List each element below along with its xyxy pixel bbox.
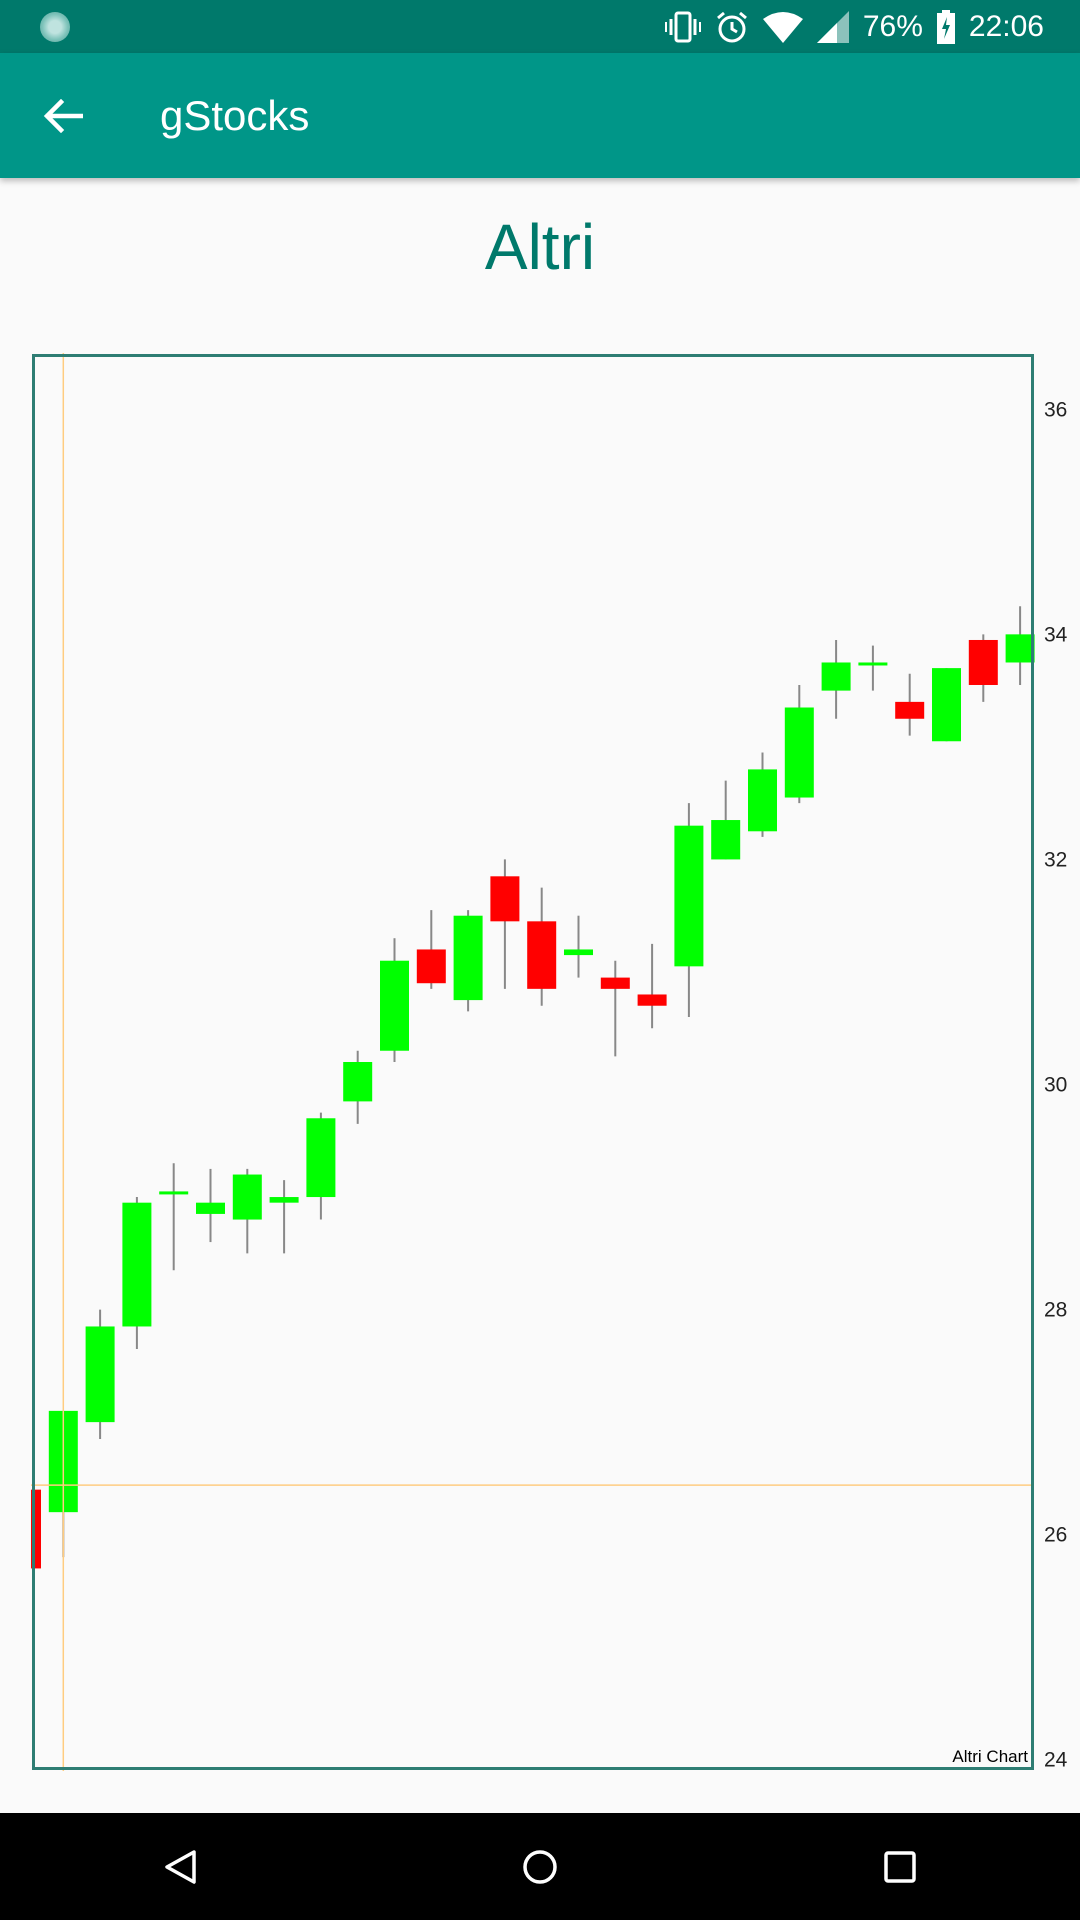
y-axis: 24 26 28 30 32 34 36 — [1044, 398, 1068, 1771]
candle-up — [564, 915, 593, 978]
candle-body — [600, 977, 630, 989]
system-nav-bar — [0, 1813, 1080, 1920]
vibrate-icon — [664, 11, 701, 42]
candle-up — [232, 1168, 262, 1254]
y-tick-label: 28 — [1044, 1299, 1067, 1322]
app-toolbar: gStocks — [0, 53, 1080, 178]
y-tick-label: 24 — [1044, 1749, 1068, 1771]
candle-up — [196, 1168, 225, 1243]
app-notification-icon — [40, 11, 70, 42]
candle-up — [343, 1050, 373, 1124]
battery-charging-icon — [936, 9, 955, 44]
chart-title: Altri — [484, 211, 596, 283]
candle-up — [306, 1112, 336, 1220]
candle-body — [85, 1326, 115, 1423]
back-button[interactable] — [18, 71, 108, 161]
candle-body — [968, 639, 998, 685]
cell-signal-icon — [816, 10, 849, 43]
y-tick-label: 30 — [1044, 1074, 1067, 1097]
candle-body — [416, 949, 446, 984]
candle-down — [416, 910, 446, 989]
y-tick-label: 26 — [1044, 1524, 1067, 1547]
nav-recents-button[interactable] — [845, 1822, 955, 1912]
candle-up — [674, 803, 704, 1017]
y-tick-label: 32 — [1044, 848, 1067, 871]
candle-body — [31, 1489, 41, 1569]
candle-body — [196, 1202, 225, 1214]
candle-up — [748, 752, 777, 837]
candle-body — [453, 915, 483, 1001]
candle-body — [306, 1118, 336, 1198]
candle-body — [711, 820, 741, 860]
app-title: gStocks — [160, 91, 310, 139]
alarm-icon — [716, 11, 747, 42]
candle-body — [895, 701, 925, 719]
candle-body — [490, 876, 520, 922]
chart-caption: Altri Chart — [952, 1747, 1028, 1766]
nav-home-button[interactable] — [485, 1822, 595, 1912]
candle-up — [122, 1197, 152, 1349]
y-tick-label: 36 — [1044, 398, 1067, 421]
candle-body — [527, 921, 557, 989]
candlestick-chart[interactable]: Altri Chart — [31, 353, 1036, 1771]
back-triangle-icon — [165, 1849, 196, 1884]
candle-body — [748, 769, 777, 832]
candle-down — [31, 1489, 41, 1569]
candle-down — [527, 887, 557, 1006]
candle-body — [821, 662, 851, 691]
candle-up — [269, 1180, 299, 1254]
candle-body — [1005, 634, 1035, 663]
candle-down — [895, 673, 925, 736]
wifi-icon — [762, 11, 803, 43]
candle-down — [600, 960, 630, 1057]
battery-percent: 76% — [862, 9, 923, 43]
candle-up — [711, 780, 741, 860]
candle-body — [343, 1062, 373, 1102]
candle-down — [968, 634, 998, 702]
candle-up — [159, 1163, 189, 1271]
candle-body — [637, 994, 667, 1006]
candle-body — [932, 668, 961, 742]
y-tick-label: 34 — [1044, 623, 1068, 646]
status-time: 22:06 — [968, 9, 1044, 43]
candle-down — [490, 859, 520, 989]
candle-body — [674, 825, 704, 967]
candle-up — [821, 639, 851, 719]
candle-body — [784, 707, 814, 798]
status-bar: 76% 22:06 — [0, 0, 1080, 53]
candle-up — [858, 645, 888, 691]
candle-up — [932, 668, 961, 742]
recents-square-icon — [884, 1850, 916, 1883]
candle-body — [564, 949, 593, 956]
candle-body — [380, 960, 409, 1051]
candle-body — [269, 1197, 299, 1203]
candle-up — [784, 684, 814, 804]
candle-up — [1005, 606, 1035, 685]
candle-up — [85, 1309, 115, 1440]
candle-body — [232, 1174, 262, 1220]
arrow-left-icon — [43, 98, 83, 133]
candle-body — [122, 1202, 152, 1327]
candle-body — [159, 1191, 189, 1195]
candle-up — [453, 910, 483, 1012]
candle-up — [380, 938, 409, 1062]
candle-down — [637, 943, 667, 1029]
nav-back-button[interactable] — [125, 1822, 235, 1912]
candle-body — [858, 662, 888, 666]
home-circle-icon — [523, 1849, 557, 1884]
